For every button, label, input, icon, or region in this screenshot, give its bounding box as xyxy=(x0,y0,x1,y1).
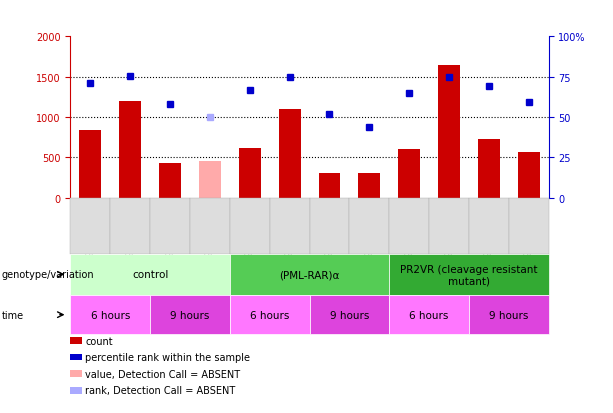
Text: 9 hours: 9 hours xyxy=(330,310,369,320)
Text: (PML-RAR)α: (PML-RAR)α xyxy=(280,270,340,280)
Text: value, Detection Call = ABSENT: value, Detection Call = ABSENT xyxy=(85,369,240,379)
Bar xyxy=(279,109,300,198)
Bar xyxy=(319,173,340,198)
Text: 6 hours: 6 hours xyxy=(250,310,289,320)
Text: 9 hours: 9 hours xyxy=(489,310,528,320)
Bar xyxy=(239,148,261,198)
Text: 6 hours: 6 hours xyxy=(409,310,449,320)
Text: count: count xyxy=(85,336,113,346)
Bar xyxy=(159,164,181,198)
Bar xyxy=(80,131,101,198)
Text: control: control xyxy=(132,270,169,280)
Text: genotype/variation: genotype/variation xyxy=(2,270,94,280)
Text: 9 hours: 9 hours xyxy=(170,310,210,320)
Bar xyxy=(120,102,141,198)
Bar xyxy=(518,152,539,198)
Bar xyxy=(359,173,380,198)
Text: 6 hours: 6 hours xyxy=(91,310,130,320)
Bar xyxy=(438,66,460,198)
Bar xyxy=(199,162,221,198)
Bar xyxy=(478,140,500,198)
Bar xyxy=(398,150,420,198)
Text: PR2VR (cleavage resistant
mutant): PR2VR (cleavage resistant mutant) xyxy=(400,264,538,285)
Text: percentile rank within the sample: percentile rank within the sample xyxy=(85,352,250,362)
Text: time: time xyxy=(2,310,24,320)
Text: rank, Detection Call = ABSENT: rank, Detection Call = ABSENT xyxy=(85,385,235,395)
